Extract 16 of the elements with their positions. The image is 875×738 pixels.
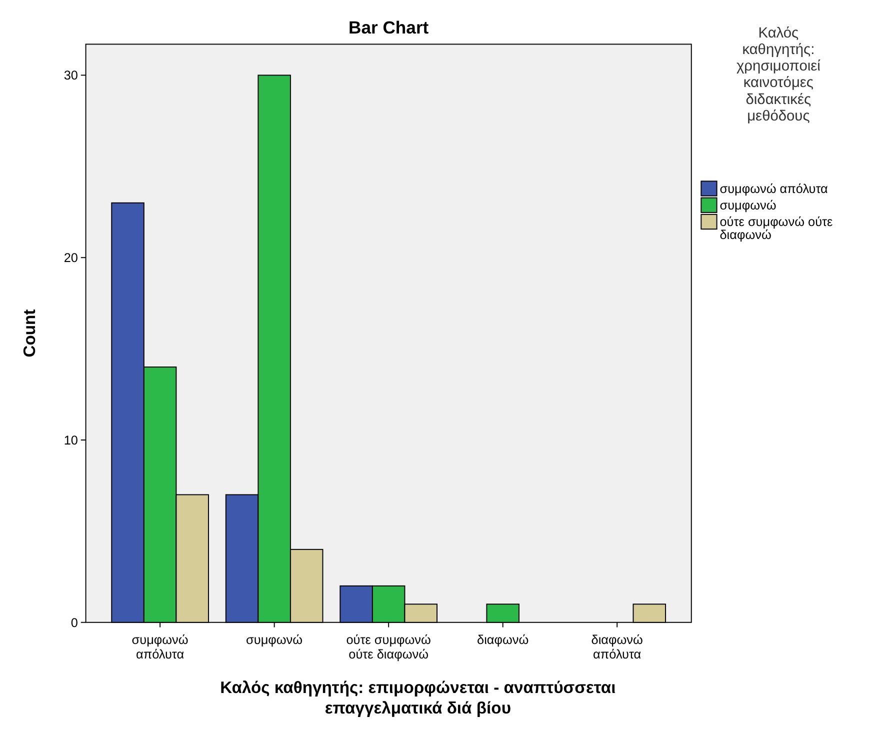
x-tick-label: διαφωνώ απόλυτα	[591, 632, 644, 662]
x-tick-label: συμφωνώ απόλυτα	[132, 632, 188, 662]
legend-label: ούτε συμφωνώ ούτε διαφωνώ	[720, 214, 834, 242]
y-tick-label: 20	[64, 250, 78, 266]
x-tick-label: ούτε συμφωνώ ούτε διαφωνώ	[346, 632, 432, 662]
x-tick-label: διαφωνώ	[477, 632, 529, 647]
x-tick-label: συμφωνώ	[246, 632, 303, 647]
legend-title: Καλός καθηγητής: χρησιμοποιεί καινοτόμες διδακτικές μεθόδους	[736, 25, 822, 125]
legend-label: συμφωνώ απόλυτα	[720, 180, 828, 196]
y-tick-label: 10	[64, 432, 78, 448]
y-tick-label: 30	[64, 68, 78, 83]
legend-label: συμφωνώ	[720, 198, 776, 213]
x-axis-title: Καλός καθηγητής: επιμορφώνεται - αναπτύσσεται επαγγελματικά διά βίου	[220, 678, 616, 718]
chart-title: Bar Chart	[348, 17, 429, 38]
y-tick-label: 0	[70, 614, 78, 630]
y-axis-title: Count	[20, 308, 39, 358]
